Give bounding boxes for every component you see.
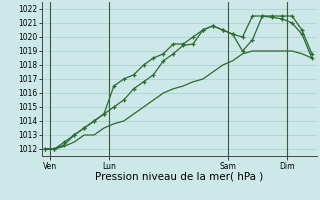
X-axis label: Pression niveau de la mer( hPa ): Pression niveau de la mer( hPa ) [95,172,263,182]
